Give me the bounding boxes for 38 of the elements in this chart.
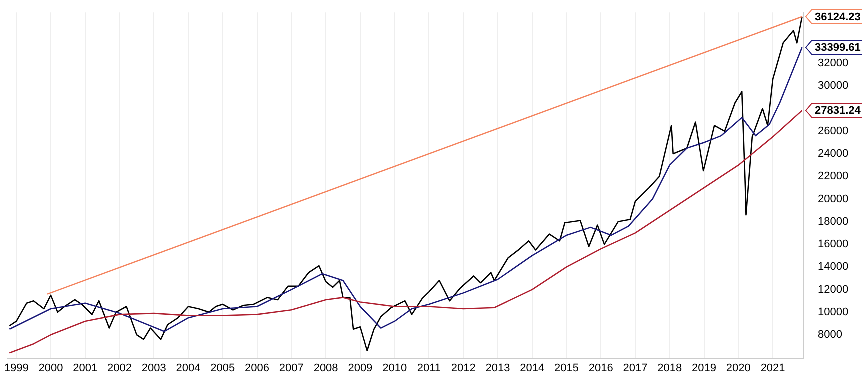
x-tick-label: 2010 [382, 362, 408, 374]
x-tick-label: 2017 [623, 362, 648, 374]
y-tick-label: 12000 [818, 284, 849, 296]
x-tick-label: 2014 [520, 362, 545, 374]
data-label: 33399.61 [815, 42, 861, 54]
x-tick-label: 1999 [4, 362, 29, 374]
x-tick-label: 2016 [588, 362, 614, 374]
x-tick-label: 2008 [314, 362, 338, 374]
x-tick-label: 2007 [279, 362, 304, 374]
y-tick-label: 30000 [818, 80, 849, 92]
y-tick-label: 16000 [818, 238, 849, 251]
x-tick-label: 2018 [658, 362, 682, 374]
y-tick-label: 10000 [818, 306, 849, 318]
x-tick-label: 2001 [73, 362, 98, 374]
y-tick-label: 26000 [818, 125, 849, 138]
x-tick-label: 2003 [142, 362, 166, 374]
y-tick-label: 32000 [818, 58, 849, 70]
y-tick-label: 20000 [818, 193, 849, 206]
x-tick-label: 2005 [210, 362, 236, 374]
x-tick-label: 2015 [554, 362, 579, 374]
x-tick-label: 2002 [108, 362, 132, 374]
x-tick-label: 2013 [486, 362, 510, 374]
x-tick-label: 2019 [692, 362, 717, 374]
data-label: 27831.24 [815, 105, 862, 118]
x-tick-label: 2011 [417, 362, 442, 374]
x-tick-label: 2021 [760, 362, 786, 374]
x-tick-label: 2000 [38, 362, 64, 374]
y-tick-label: 24000 [818, 148, 849, 160]
x-tick-label: 2006 [245, 362, 270, 374]
x-tick-label: 2012 [451, 362, 476, 374]
y-tick-label: 18000 [818, 216, 849, 228]
y-tick-label: 14000 [818, 261, 849, 274]
data-label: 36124.23 [815, 11, 861, 24]
y-tick-label: 8000 [818, 329, 842, 342]
y-tick-label: 22000 [818, 170, 849, 183]
x-tick-label: 2020 [726, 362, 751, 374]
x-tick-label: 2004 [176, 362, 201, 374]
x-tick-label: 2009 [348, 362, 373, 374]
